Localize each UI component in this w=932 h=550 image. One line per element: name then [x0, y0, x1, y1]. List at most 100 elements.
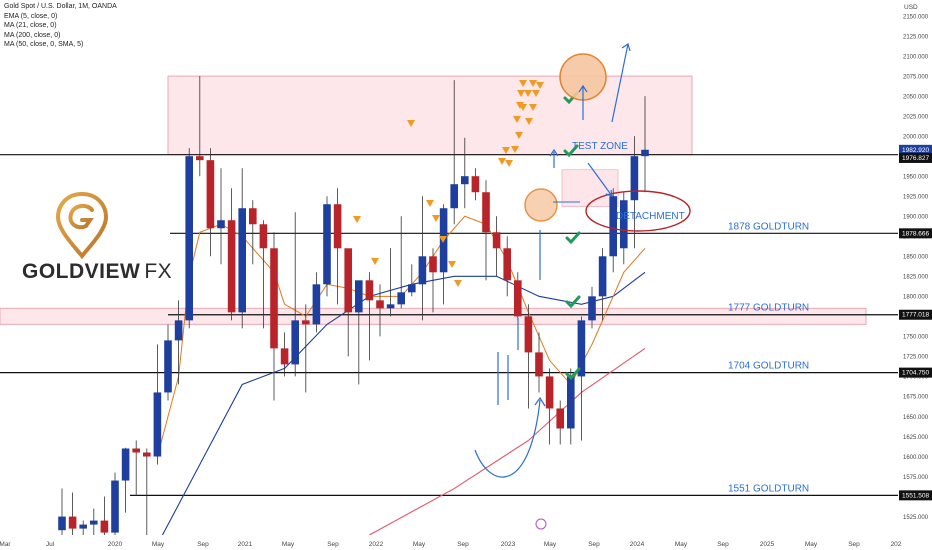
candle-body [259, 224, 268, 249]
time-tick-label: Sep [717, 541, 729, 548]
candle-body [556, 408, 564, 429]
time-tick-label: Sep [588, 541, 600, 548]
goldturn-badge-bg [899, 490, 932, 501]
time-tick-label: May [282, 541, 295, 548]
goldturn-badge-bg [899, 309, 932, 320]
candle-body [461, 176, 469, 185]
time-tick-label: 2025 [760, 541, 775, 548]
price-tick-label: 1800.000 [903, 295, 929, 301]
candle-body [196, 156, 204, 161]
time-tick-label: May [544, 541, 557, 548]
price-tick-label: 1700.000 [903, 375, 929, 381]
resistance-badge: 1976.827 [902, 155, 929, 162]
bearish-triangle-marker [426, 200, 434, 207]
bearish-triangle-marker [524, 90, 532, 97]
candle-body [100, 520, 109, 533]
candle-body [280, 348, 289, 365]
candle-body [450, 184, 458, 209]
checkmark-icon [565, 295, 581, 309]
recovery-arc [474, 399, 541, 478]
bearish-triangle-marker [371, 258, 379, 265]
candle-body [641, 149, 649, 157]
indicator-ma200[interactable]: MA (200, close, 0) [4, 31, 61, 39]
candle-body [355, 280, 363, 313]
indicator-ma21[interactable]: MA (21, close, 0) [4, 22, 57, 30]
zone-layer [0, 75, 867, 325]
price-tick-label: 1525.000 [903, 515, 929, 521]
goldturn-badge: 1777.018 [902, 312, 929, 319]
symbol-title[interactable]: Gold Spot / U.S. Dollar, 1M, OANDA [4, 3, 117, 10]
candle-body [630, 156, 639, 201]
candle-body [90, 520, 98, 525]
candle-body [58, 516, 66, 531]
event-marker-icon[interactable] [535, 518, 547, 530]
time-tick-label: May [413, 541, 426, 548]
time-tick-label: May [805, 541, 818, 548]
candle-body [492, 232, 501, 249]
time-tick-label: Sep [457, 541, 469, 548]
goldview-g-pin-icon [55, 191, 109, 260]
candle-body [386, 304, 395, 309]
candle-body [164, 340, 172, 393]
bearish-triangle-marker [536, 82, 544, 89]
bearish-triangle-marker [529, 104, 537, 111]
goldturn-badge: 1704.750 [902, 370, 929, 377]
bearish-triangle-marker [525, 118, 533, 125]
price-tick-label: 1950.000 [903, 174, 929, 180]
price-tick-label: 2125.000 [903, 34, 929, 40]
indicator-ema5[interactable]: EMA (5, close, 0) [4, 12, 58, 20]
time-tick-label: 2020 [108, 541, 123, 548]
bearish-triangle-marker [454, 280, 462, 287]
candle-body [143, 452, 151, 457]
candle-body [185, 156, 193, 321]
resistance-badge-bg [899, 152, 932, 163]
candle-body [291, 320, 299, 365]
logo-wordmark: GOLDVIEW FX [22, 260, 172, 284]
time-tick-label: Jul [46, 541, 55, 548]
goldturn-label: 1704 GOLDTURN [728, 361, 809, 372]
candle-body [206, 160, 215, 229]
candle-body [365, 280, 374, 301]
time-tick-label: Mar [0, 541, 11, 548]
candle-body [302, 320, 310, 325]
bearish-triangle-marker [532, 90, 540, 97]
candle-body [217, 220, 225, 229]
candle-body [408, 284, 416, 293]
time-tick-label: 2023 [501, 541, 516, 548]
bearish-triangle-marker [513, 116, 521, 123]
price-tick-label: 1850.000 [903, 255, 929, 261]
time-tick-label: May [675, 541, 688, 548]
time-tick-label: Sep [197, 541, 209, 548]
candle-body [418, 256, 427, 285]
bearish-triangle-marker [529, 80, 537, 87]
bearish-triangle-marker [511, 146, 519, 153]
ma200-line [369, 347, 646, 536]
price-tick-label: 1900.000 [903, 215, 929, 221]
detachment-label: DETACHMENT [616, 211, 685, 222]
candle-body [545, 376, 554, 409]
checkmark-icon [565, 367, 581, 381]
indicator-ma50[interactable]: MA (50, close, 0, SMA, 5) [4, 41, 84, 49]
bearish-triangle-marker [519, 104, 527, 111]
bearish-triangle-marker [439, 236, 447, 243]
time-tick-label: 202 [891, 541, 902, 548]
goldview-logo: GOLDVIEW FX [22, 190, 172, 290]
goldturn-label: 1878 GOLDTURN [728, 221, 809, 232]
projection-arrow-up [611, 43, 629, 123]
candle-body [121, 448, 130, 481]
bearish-triangle-marker [448, 261, 456, 268]
bearish-triangle-marker [517, 90, 525, 97]
candle-body [249, 208, 257, 225]
time-axis[interactable]: Mar Jul 2020 May Sep 2021 May Sep 2022 May Sep 2023… [0, 518, 932, 550]
price-axis[interactable]: USD1525.0001550.0001575.0001600.0001625.… [898, 0, 932, 550]
candle-body [567, 376, 575, 429]
candle-body [535, 352, 543, 377]
bearish-triangle-marker [407, 120, 415, 127]
candle-body [333, 204, 342, 249]
candle-body [323, 204, 331, 285]
price-tick-label: 2000.000 [903, 134, 929, 140]
time-tick-label: 2022 [369, 541, 384, 548]
bearish-triangle-marker [505, 160, 513, 167]
test-zone-box [561, 169, 619, 207]
price-tick-label: 1675.000 [903, 395, 929, 401]
